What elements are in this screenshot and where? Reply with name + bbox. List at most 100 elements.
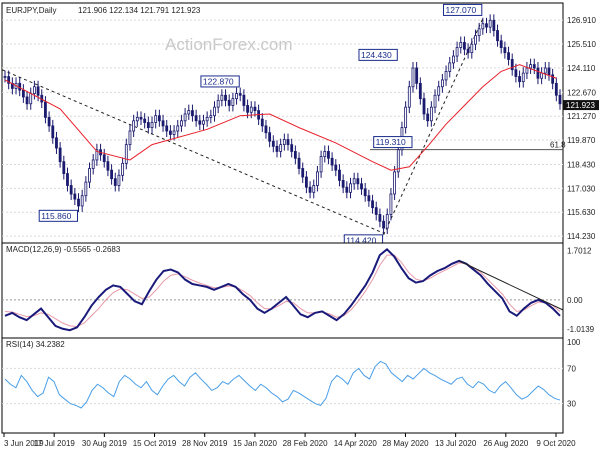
candle-body: [124, 144, 128, 164]
candle-body: [194, 115, 198, 122]
candle-body: [209, 115, 213, 118]
candle-body: [477, 28, 481, 37]
candle-body: [543, 67, 547, 74]
candle-body: [224, 94, 227, 101]
candle-body: [514, 69, 518, 77]
macd-panel: MACD(12,26,9) -0.5565 -0.2683 1.7012 0.00…: [1, 242, 595, 339]
candle-body: [84, 181, 88, 197]
candle-body: [139, 116, 143, 120]
candle-body: [547, 67, 551, 76]
candle-body: [558, 94, 562, 105]
candle-body: [529, 64, 533, 69]
x-tick-label: 30 Aug 2019: [82, 439, 127, 448]
candle-body: [172, 130, 176, 135]
candle-body: [463, 42, 466, 50]
candle-body: [55, 137, 58, 149]
candle-body: [345, 186, 349, 193]
candle-body: [286, 139, 290, 146]
x-tick-label: 17 Jul 2019: [33, 439, 75, 448]
price-ytick-label: 124.110: [567, 64, 596, 73]
x-tick-label: 26 Aug 2020: [483, 439, 528, 448]
candle-body: [418, 82, 422, 100]
candle-body: [415, 67, 419, 84]
price-ytick-label: 125.510: [567, 40, 596, 49]
candle-body: [3, 76, 7, 78]
candle-body: [407, 86, 411, 108]
rsi-line: [4, 360, 561, 409]
candle-body: [264, 125, 268, 134]
candle-body: [459, 42, 463, 48]
price-ytick-label: 117.030: [567, 184, 596, 193]
candle-body: [378, 214, 382, 222]
candle-body: [117, 174, 121, 186]
candle-body: [338, 169, 341, 181]
candle-body: [327, 151, 330, 159]
price-ytick-label: 114.230: [567, 232, 596, 241]
candle-body: [213, 106, 216, 117]
rsi-panel-frame: [1, 337, 564, 434]
candle-body: [554, 82, 558, 96]
candle-body: [496, 30, 499, 42]
x-tick-label: 15 Jan 2020: [233, 439, 278, 448]
macd-title: MACD(12,26,9) -0.5565 -0.2683: [6, 245, 121, 254]
rsi-ytick-label: 70: [567, 364, 576, 373]
candle-body: [371, 200, 374, 209]
candle-body: [176, 125, 180, 132]
candle-body: [7, 76, 11, 84]
candle-body: [448, 62, 452, 72]
x-tick-label: 14 Apr 2020: [334, 439, 378, 448]
candle-body: [91, 159, 95, 169]
candle-body: [389, 193, 393, 215]
candle-body: [253, 106, 257, 111]
candle-body: [36, 86, 40, 96]
candle-body: [316, 171, 319, 186]
candle-body: [293, 151, 297, 159]
candle-body: [551, 74, 555, 84]
candle-body: [382, 220, 385, 229]
candle-body: [220, 94, 224, 101]
candle-body: [290, 144, 294, 152]
candle-body: [393, 171, 397, 195]
candle-body: [132, 120, 136, 132]
price-ytick-label: 121.270: [567, 112, 596, 121]
candle-body: [21, 89, 25, 98]
candle-body: [77, 198, 80, 207]
price-annotation-label: 115.860: [41, 211, 71, 221]
price-annotation-label: 114.420: [346, 235, 376, 245]
price-ytick-label: 122.670: [567, 88, 596, 97]
candle-body: [187, 110, 191, 115]
candle-body: [150, 122, 154, 129]
candle-body: [58, 147, 62, 163]
candle-body: [474, 35, 477, 45]
price-title: EURJPY,Daily: [6, 6, 57, 15]
candle-body: [29, 93, 33, 105]
candle-body: [146, 122, 150, 129]
candle-body: [183, 113, 187, 122]
price-annotation-box: [200, 75, 240, 88]
macd-panel-frame: [1, 242, 564, 339]
candle-body: [216, 99, 220, 108]
rsi-ytick-label: 100: [567, 338, 581, 347]
candle-body: [73, 193, 77, 200]
candle-body: [525, 67, 529, 74]
candle-body: [485, 23, 488, 28]
moving-average-line: [4, 64, 557, 171]
candle-body: [341, 179, 345, 188]
rsi-panel: RSI(14) 34.2382 100 70 30: [1, 337, 581, 434]
candle-body: [271, 140, 275, 147]
candle-body: [88, 168, 91, 183]
watermark: ActionForex.com: [165, 35, 293, 54]
candle-body: [249, 106, 253, 113]
price-annotation-box: [373, 136, 413, 149]
candle-body: [44, 101, 47, 118]
candle-body: [540, 72, 544, 79]
price-annotation-box: [38, 209, 79, 222]
price-annotation-label: 124.430: [361, 50, 392, 60]
candle-body: [304, 176, 308, 188]
candle-body: [488, 19, 492, 28]
candle-body: [202, 120, 205, 125]
candle-body: [507, 52, 510, 60]
price-panel: EURJPY,Daily 121.906 122.134 121.791 121…: [1, 2, 599, 247]
candle-body: [113, 178, 117, 186]
price-ytick-label: 126.910: [567, 16, 596, 25]
